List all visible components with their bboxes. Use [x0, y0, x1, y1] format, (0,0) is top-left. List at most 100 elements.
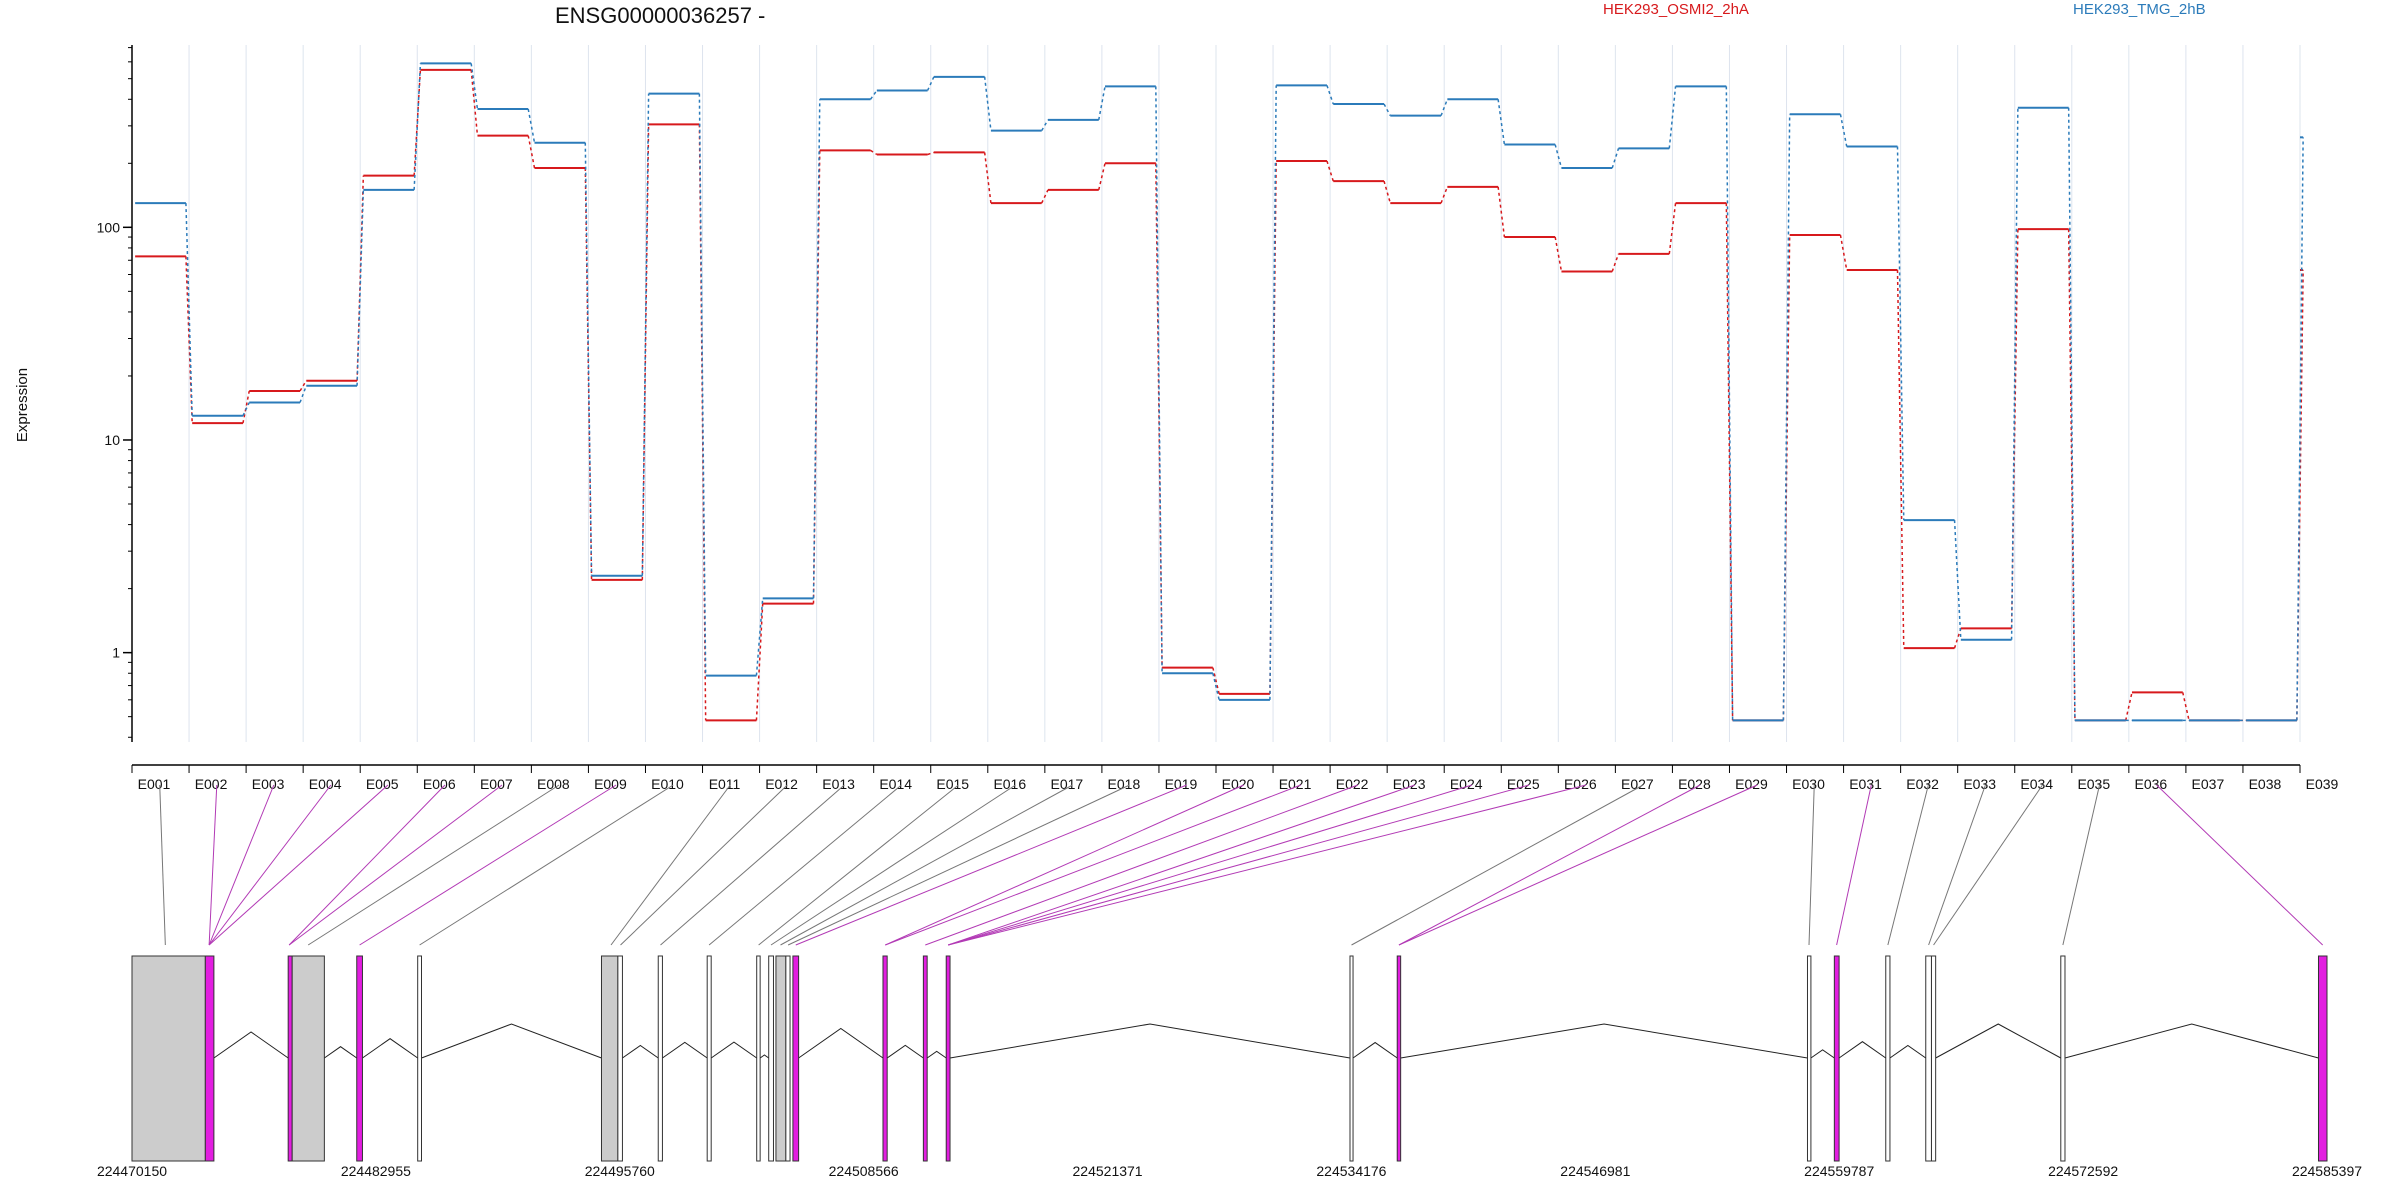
exon-bin-connector: [620, 784, 788, 946]
exon-bin-connector: [1933, 784, 2043, 946]
x-tick-label-E012: E012: [765, 776, 798, 792]
exon-bin-connector: [1928, 784, 1986, 946]
exon: [1349, 955, 1354, 1162]
series-1-connector: [1212, 673, 1220, 700]
exon: [706, 955, 712, 1162]
x-tick-label-E035: E035: [2077, 776, 2110, 792]
exon-bin-connector: [419, 784, 674, 946]
series-0-connector: [1497, 186, 1506, 238]
x-tick-label-E037: E037: [2192, 776, 2225, 792]
y-tick-label: 100: [97, 219, 121, 235]
intron: [213, 1031, 289, 1059]
x-tick-label-E027: E027: [1621, 776, 1654, 792]
x-tick-label-E028: E028: [1678, 776, 1711, 792]
exon-highlighted: [204, 955, 215, 1162]
intron: [622, 1044, 659, 1059]
chart-title: ENSG00000036257 -: [555, 3, 765, 28]
x-tick-label-E013: E013: [822, 776, 855, 792]
intron: [662, 1041, 708, 1059]
x-tick-label-E038: E038: [2249, 776, 2282, 792]
exon-highlighted: [356, 955, 363, 1162]
series-0-connector: [1725, 203, 1734, 721]
exon-bin-connector: [948, 784, 1587, 946]
exon-highlighted: [882, 955, 888, 1162]
series-1: [135, 62, 2304, 722]
intron: [710, 1041, 757, 1059]
x-tick-label-E002: E002: [195, 776, 228, 792]
series-1-connector: [1953, 520, 1962, 640]
intron: [949, 1023, 1351, 1059]
x-tick-label-E015: E015: [936, 776, 969, 792]
series-1-connector: [2296, 137, 2304, 721]
series-1-connector: [299, 385, 307, 403]
exon-bin-connector: [208, 784, 218, 946]
series-1-connector: [1383, 103, 1391, 117]
genomic-tick-label: 224470150: [97, 1163, 167, 1179]
series-0-connector: [1041, 189, 1049, 204]
x-tick-label-E020: E020: [1222, 776, 1255, 792]
exon-bin-connector: [2062, 784, 2101, 946]
exon-bin-connector: [1887, 784, 1929, 946]
exon-highlighted: [2317, 955, 2328, 1162]
series-0-connector: [1212, 667, 1220, 695]
x-tick-label-E004: E004: [309, 776, 342, 792]
exon-highlighted: [945, 955, 951, 1162]
exon-bin-connector: [708, 784, 902, 946]
series-0-connector: [2182, 692, 2190, 721]
exon-bin-connector: [208, 784, 275, 946]
intron: [1889, 1044, 1927, 1059]
exon-bin-connector: [925, 784, 1359, 946]
exon: [1806, 955, 1812, 1162]
series-1-connector: [641, 93, 650, 576]
exon-bin-connector: [208, 784, 389, 946]
x-tick-label-E033: E033: [1963, 776, 1996, 792]
intron: [324, 1046, 358, 1059]
exon-bin-connector: [159, 784, 166, 946]
exon-bin-connector: [947, 784, 1530, 946]
intron: [1400, 1023, 1808, 1059]
gene-model: [131, 955, 2328, 1162]
exon-highlighted: [1396, 955, 1402, 1162]
x-tick-label-E022: E022: [1336, 776, 1369, 792]
genomic-tick-label: 224482955: [341, 1163, 411, 1179]
exon-bin-connector: [307, 784, 560, 946]
x-tick-label-E003: E003: [252, 776, 285, 792]
exon-bin-connector: [288, 784, 503, 946]
series-0-connector: [641, 124, 650, 580]
series-1-connector: [1155, 86, 1163, 674]
exon-bin-connector: [208, 784, 332, 946]
exon-highlighted: [792, 955, 800, 1162]
series-0-connector: [870, 149, 878, 156]
x-tick-label-E025: E025: [1507, 776, 1540, 792]
x-tick-label-E011: E011: [709, 776, 741, 792]
exon-bin-connector: [947, 784, 1473, 946]
exon-bin-connector: [610, 784, 731, 946]
series-1-connector: [926, 76, 935, 91]
series-0-connector: [927, 151, 935, 156]
exon-bin-connector: [1398, 784, 1758, 946]
series-0-connector: [1383, 180, 1392, 204]
genomic-tick-label: 224559787: [1804, 1163, 1874, 1179]
exon-bin-connector: [1398, 784, 1701, 946]
x-tick-label-E023: E023: [1393, 776, 1426, 792]
series-0-connector: [1440, 186, 1449, 204]
x-tick-label-E009: E009: [594, 776, 627, 792]
series-0-connector: [983, 152, 992, 204]
x-tick-label-E034: E034: [2020, 776, 2053, 792]
x-tick-label-E018: E018: [1108, 776, 1141, 792]
series-1-connector: [1269, 85, 1277, 700]
intron: [1352, 1041, 1398, 1059]
exon-highlighted: [922, 955, 928, 1162]
x-tick-label-E021: E021: [1279, 776, 1312, 792]
series-1-connector: [1497, 99, 1506, 145]
series-0: [135, 68, 2304, 722]
series-1-connector: [812, 99, 821, 599]
exon-highlighted: [287, 955, 293, 1162]
exon-highlighted: [1833, 955, 1840, 1162]
exon-bin-connector: [1351, 784, 1644, 946]
exon-bin-connector: [947, 784, 1416, 946]
series-1-connector: [1668, 86, 1677, 149]
exon-connector-lines: [159, 784, 2324, 946]
exon-bin-connector: [885, 784, 1301, 946]
exon-bin-connector: [660, 784, 845, 946]
